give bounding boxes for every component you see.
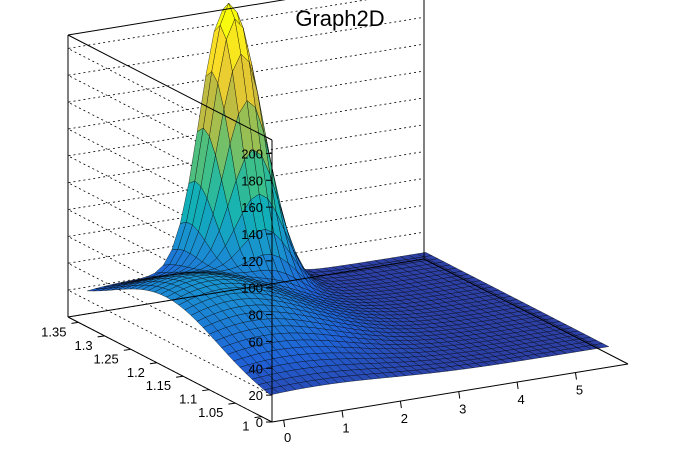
z-tick-label: 100 <box>241 281 263 296</box>
x-tick-label: 1 <box>342 421 349 436</box>
x-tick-mark <box>574 372 577 380</box>
x-axis-line <box>271 363 629 423</box>
chart-title: Graph2D <box>295 6 384 31</box>
z-tick-label: 0 <box>256 415 263 430</box>
z-tick-label: 80 <box>249 308 263 323</box>
z-tick-label: 160 <box>241 200 263 215</box>
x-tick-label: 2 <box>401 411 408 426</box>
x-tick-label: 3 <box>459 402 466 417</box>
x-tick-mark <box>341 410 344 418</box>
x-tick-mark <box>458 391 461 399</box>
x-tick-mark <box>516 381 519 390</box>
surface-mesh <box>87 2 610 396</box>
z-grid-line <box>66 204 425 369</box>
y-tick-mark <box>254 416 262 419</box>
frame-edge <box>67 316 273 423</box>
x-axis-ticks: 0 1 2 3 4 5 <box>283 372 583 445</box>
z-tick-label: 140 <box>241 227 263 242</box>
y-tick-label: 1.2 <box>127 365 145 380</box>
y-tick-label: 1.35 <box>41 324 66 339</box>
y-tick-label: 1.15 <box>146 378 171 393</box>
frame-edge <box>423 258 629 365</box>
z-tick-label: 200 <box>241 146 263 161</box>
frame-edge <box>67 34 273 141</box>
y-tick-mark <box>176 375 184 378</box>
y-tick-mark <box>97 335 105 338</box>
surface-cell <box>593 343 610 349</box>
frame-edge <box>67 0 286 36</box>
z-axis-ticks: 0 20 40 60 80 100 120 140 160 180 200 <box>241 146 272 430</box>
y-tick-label: 1.3 <box>75 338 93 353</box>
x-tick-mark <box>283 420 286 428</box>
y-axis-ticks: 1 1.051.1 1.151.2 1.251.3 1.35 <box>41 321 262 434</box>
y-tick-mark <box>123 348 131 351</box>
y-tick-mark <box>71 321 79 324</box>
x-tick-label: 4 <box>517 392 524 407</box>
y-tick-label: 1.1 <box>179 392 197 407</box>
z-tick-label: 120 <box>241 254 263 269</box>
frame-edge <box>67 258 425 318</box>
y-tick-label: 1.25 <box>93 351 118 366</box>
x-tick-label: 5 <box>576 383 583 398</box>
y-tick-mark <box>228 402 236 405</box>
y-tick-mark <box>202 389 210 392</box>
y-tick-mark <box>149 362 157 365</box>
x-tick-mark <box>399 401 402 409</box>
y-tick-label: 1 <box>242 419 249 434</box>
axis-frame <box>67 0 629 423</box>
z-grid-line <box>66 231 425 396</box>
z-tick-label: 60 <box>249 334 263 349</box>
y-tick-label: 1.05 <box>198 405 223 420</box>
z-tick-label: 20 <box>249 388 263 403</box>
x-tick-label: 0 <box>284 430 291 445</box>
z-tick-label: 180 <box>241 173 263 188</box>
z-tick-label: 40 <box>249 361 263 376</box>
